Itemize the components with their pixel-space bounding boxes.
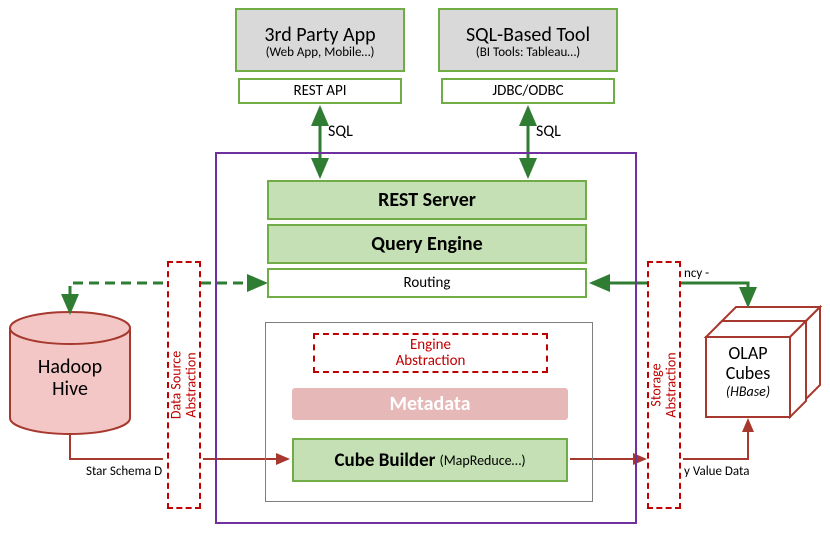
routing-box: Routing (267, 268, 587, 298)
metadata-label: Metadata (389, 392, 470, 416)
engine-abs-l2: Abstraction (396, 353, 466, 370)
star-schema-label: Star Schema D (86, 464, 162, 479)
third-party-app-box: 3rd Party App (Web App, Mobile…) (235, 8, 405, 72)
sql-tool-box: SQL-Based Tool (BI Tools: Tableau…) (438, 8, 618, 72)
query-engine-label: Query Engine (371, 232, 482, 256)
engine-abstraction-box: Engine Abstraction (313, 333, 548, 373)
query-engine-box: Query Engine (267, 224, 587, 264)
ncy-label: ncy - (684, 266, 709, 281)
rest-server-label: REST Server (378, 188, 476, 212)
cube-builder-label: Cube Builder (334, 449, 435, 472)
routing-label: Routing (404, 274, 451, 292)
storage-abstraction: Storage Abstraction (647, 261, 681, 509)
storage-abs-label: Storage Abstraction (649, 352, 680, 417)
cube-builder-box: Cube Builder (MapReduce…) (292, 438, 568, 482)
metadata-box: Metadata (292, 388, 568, 420)
third-party-app-sub: (Web App, Mobile…) (266, 46, 375, 60)
engine-abs-l1: Engine (410, 337, 451, 354)
rest-server-box: REST Server (267, 180, 587, 220)
jdbc-odbc-box: JDBC/ODBC (441, 78, 615, 104)
jdbc-odbc-label: JDBC/ODBC (492, 82, 563, 100)
sql-tool-sub: (BI Tools: Tableau…) (476, 46, 580, 60)
data-source-abs-label: Data Source Abstraction (169, 351, 200, 419)
cube-builder-sub: (MapReduce…) (439, 452, 525, 469)
rest-api-box: REST API (238, 78, 402, 104)
key-value-label: y Value Data (684, 464, 749, 479)
third-party-app-title: 3rd Party App (264, 24, 375, 46)
rest-api-label: REST API (293, 82, 346, 100)
sql-label-left: SQL (328, 122, 353, 141)
sql-tool-title: SQL-Based Tool (466, 24, 590, 46)
hadoop-hive-label: Hadoop Hive (10, 348, 130, 408)
olap-cubes-label: OLAP Cubes (HBase) (706, 344, 790, 399)
data-source-abstraction: Data Source Abstraction (167, 261, 201, 509)
sql-label-right: SQL (536, 122, 561, 141)
